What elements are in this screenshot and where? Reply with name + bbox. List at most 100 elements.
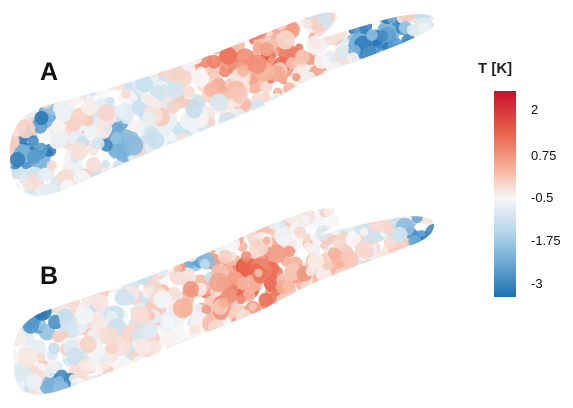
map-cell <box>258 126 273 141</box>
map-cell <box>197 344 208 355</box>
map-cell <box>382 266 393 277</box>
map-cell <box>13 249 24 268</box>
map-cell <box>153 290 172 309</box>
map-cell <box>325 297 345 316</box>
map-cell <box>170 360 186 376</box>
map-cell <box>371 188 388 196</box>
map-cell <box>366 29 378 41</box>
map-cell <box>353 153 365 166</box>
map-cell <box>267 359 281 374</box>
map-cell <box>132 210 153 230</box>
map-cell <box>9 178 17 196</box>
map-cell <box>231 87 248 104</box>
map-cell <box>158 155 168 166</box>
map-cell <box>117 225 128 236</box>
map-cell <box>423 321 434 337</box>
map-cell <box>400 270 410 279</box>
map-cell <box>316 293 337 313</box>
map-cell <box>385 50 406 71</box>
map-cell <box>303 356 321 374</box>
map-cell <box>392 357 402 367</box>
map-cell <box>413 357 423 367</box>
map-cell <box>238 174 251 187</box>
map-cell <box>105 342 118 355</box>
map-cell <box>166 141 177 152</box>
map-cell <box>287 310 303 326</box>
map-cell <box>368 103 378 114</box>
map-cell <box>61 218 75 232</box>
map-cell <box>97 57 113 72</box>
map-cell <box>29 210 45 226</box>
map-cell <box>247 54 267 74</box>
map-cell <box>290 174 307 191</box>
map-cell <box>76 242 95 260</box>
map-cell <box>360 125 371 137</box>
map-cell <box>386 134 403 152</box>
map-cell <box>84 31 97 43</box>
map-cell <box>391 135 402 145</box>
map-cell <box>395 353 411 370</box>
map-cell <box>235 174 249 188</box>
map-cell <box>420 164 436 185</box>
map-cell <box>211 387 222 395</box>
map-cell <box>347 189 360 196</box>
map-cell <box>375 385 387 395</box>
map-cell <box>363 276 382 295</box>
map-cell <box>332 284 342 294</box>
map-cell <box>132 34 150 52</box>
map-cell <box>272 208 282 216</box>
map-cell <box>97 381 110 394</box>
map-cell <box>122 183 133 193</box>
map-cell <box>316 293 336 313</box>
map-cell <box>42 236 54 248</box>
map-cell <box>50 12 69 24</box>
map-cell <box>393 281 403 291</box>
map-cell <box>187 333 208 354</box>
map-cell <box>422 193 435 196</box>
map-cell <box>126 245 145 265</box>
map-cell <box>46 239 61 253</box>
map-cell <box>84 125 100 141</box>
map-cell <box>392 186 407 196</box>
map-cell <box>249 383 263 395</box>
map-cell <box>295 152 315 173</box>
map-cell <box>175 182 185 191</box>
map-cell <box>218 112 238 132</box>
map-cell <box>153 184 168 196</box>
map-cell <box>316 181 327 192</box>
map-cell <box>91 293 109 312</box>
map-cell <box>246 190 267 196</box>
map-cell <box>343 322 362 340</box>
map-cell <box>412 350 422 360</box>
map-cell <box>415 178 430 194</box>
map-cell <box>242 149 256 164</box>
map-cell <box>353 320 368 336</box>
map-cell <box>66 228 83 245</box>
map-cell <box>162 389 177 395</box>
map-cell <box>98 48 115 65</box>
map-cell <box>212 147 231 166</box>
map-cell <box>77 196 91 210</box>
map-cell <box>350 12 366 18</box>
map-cell <box>385 178 403 196</box>
map-cell <box>283 313 297 327</box>
map-cell <box>202 35 221 55</box>
map-cell <box>334 149 353 168</box>
map-cell <box>136 245 155 264</box>
map-cell <box>380 179 401 196</box>
map-cell <box>34 21 51 38</box>
map-cell <box>167 176 183 192</box>
map-cell <box>326 348 336 358</box>
map-cell <box>101 167 113 179</box>
map-cell <box>325 131 339 145</box>
map-cell <box>51 211 65 225</box>
map-cell <box>342 96 360 114</box>
map-cell <box>386 131 395 140</box>
map-cell <box>326 312 339 325</box>
map-cell <box>52 42 64 54</box>
map-cell <box>56 208 76 219</box>
map-cell <box>13 244 25 255</box>
map-cell <box>369 107 382 120</box>
map-cell <box>395 143 413 162</box>
